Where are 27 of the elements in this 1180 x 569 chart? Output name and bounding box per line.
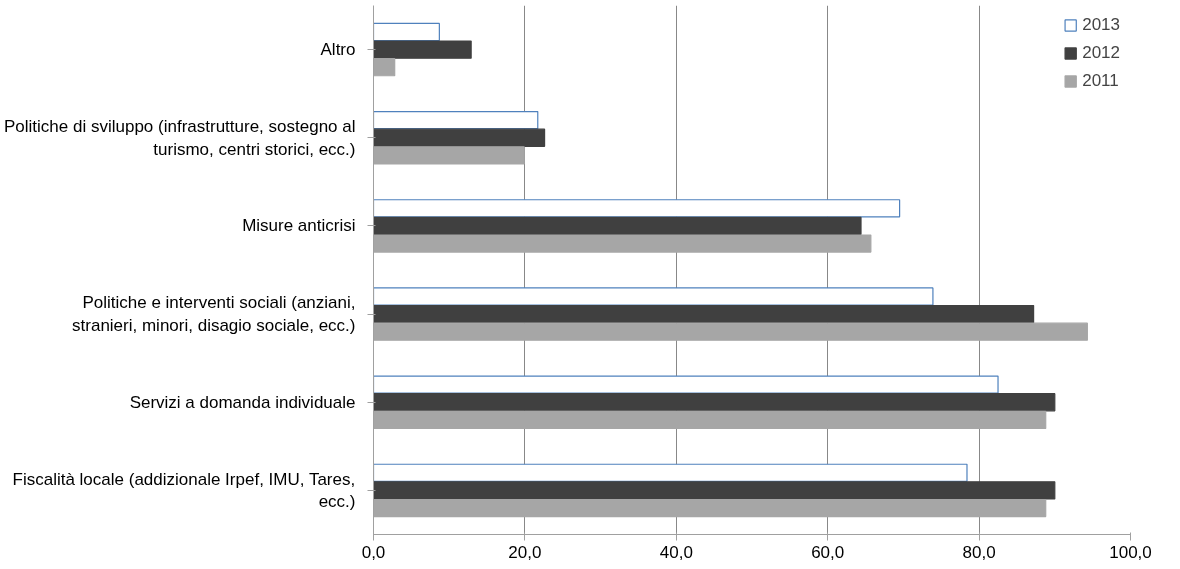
bar bbox=[373, 199, 901, 218]
x-tick-label: 60,0 bbox=[811, 542, 845, 562]
bar bbox=[373, 22, 440, 42]
x-tick-label: 40,0 bbox=[659, 542, 693, 562]
bar bbox=[373, 481, 1056, 500]
legend-label: 2011 bbox=[1082, 71, 1119, 91]
x-tick-label: 100,0 bbox=[1109, 542, 1152, 562]
bar bbox=[373, 287, 934, 306]
bar bbox=[373, 128, 546, 147]
bar bbox=[373, 393, 1056, 412]
x-tick-label: 80,0 bbox=[962, 542, 996, 562]
bar bbox=[373, 40, 472, 59]
y-tick-label: Altro bbox=[320, 40, 356, 60]
x-tick-label: 20,0 bbox=[508, 542, 542, 562]
y-tick-label: Misure anticrisi bbox=[242, 216, 356, 236]
bar bbox=[373, 304, 1035, 324]
bar bbox=[373, 375, 999, 394]
y-tick-label: Politiche e interventi sociali (anziani, stranieri, minori, disagio sociale, ecc.) bbox=[72, 293, 356, 335]
y-tick-label: Fiscalità locale (addizionale Irpef, IMU, Tares, ecc.) bbox=[12, 469, 356, 512]
bar bbox=[373, 216, 862, 236]
bar bbox=[373, 110, 539, 130]
y-tick-label: Servizi a domanda individuale bbox=[129, 392, 356, 412]
legend-label: 2012 bbox=[1082, 43, 1120, 63]
legend-label: 2013 bbox=[1082, 15, 1120, 35]
y-tick-label: Politiche di sviluppo (infrastrutture, sostegno al turismo, centri storici, ecc.) bbox=[3, 116, 356, 159]
x-tick-label: 0,0 bbox=[361, 542, 386, 562]
bar bbox=[373, 463, 968, 482]
